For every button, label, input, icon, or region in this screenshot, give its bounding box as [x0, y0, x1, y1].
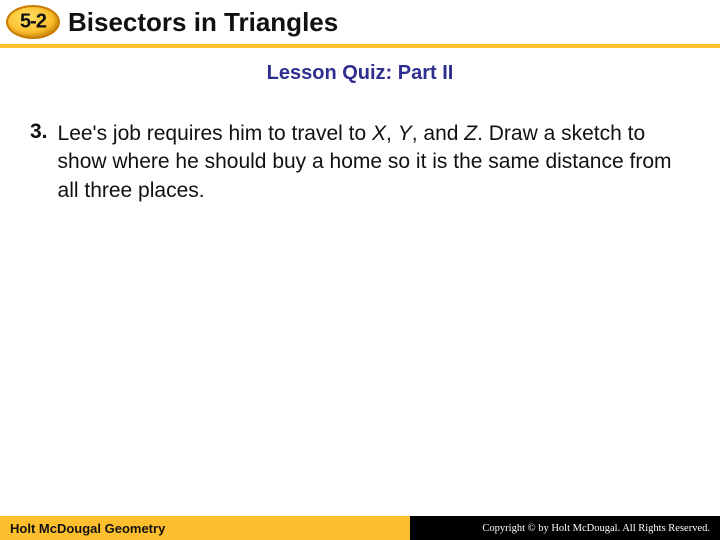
q-var-z: Z	[464, 122, 477, 145]
question-body: Lee's job requires him to travel to X, Y…	[58, 120, 680, 205]
header-title: Bisectors in Triangles	[68, 7, 338, 38]
header-rule	[0, 44, 720, 48]
q-var-y: Y	[398, 122, 412, 145]
q-text-pre: Lee's job requires him to travel to	[58, 122, 373, 145]
q-var-x: X	[372, 122, 386, 145]
badge-text: 5-2	[20, 11, 46, 34]
footer-bar: Holt McDougal Geometry Copyright © by Ho…	[0, 516, 720, 540]
question-row: 3. Lee's job requires him to travel to X…	[30, 120, 680, 205]
question-number: 3.	[30, 120, 48, 205]
q-sep1: ,	[386, 122, 398, 145]
header-bar: 5-2 Bisectors in Triangles	[0, 0, 720, 44]
q-sep2: , and	[412, 122, 465, 145]
footer-right: Copyright © by Holt McDougal. All Rights…	[410, 516, 720, 540]
content-area: 3. Lee's job requires him to travel to X…	[30, 120, 680, 205]
section-badge: 5-2	[6, 3, 60, 41]
lesson-subtitle: Lesson Quiz: Part II	[0, 62, 720, 85]
footer-left: Holt McDougal Geometry	[0, 516, 410, 540]
